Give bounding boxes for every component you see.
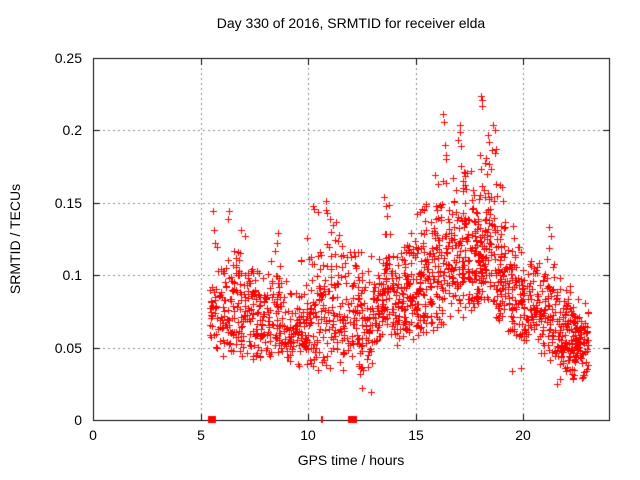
y-tick-label: 0 — [74, 412, 82, 428]
x-axis-label: GPS time / hours — [297, 452, 405, 468]
y-tick-label: 0.25 — [54, 50, 82, 66]
x-tick-label: 10 — [300, 427, 316, 443]
chart-title: Day 330 of 2016, SRMTID for receiver eld… — [216, 15, 486, 31]
x-tick-label: 15 — [408, 427, 424, 443]
y-tick-label: 0.15 — [54, 195, 82, 211]
y-tick-label: 0.1 — [62, 267, 82, 283]
y-axis-label: SRMTID / TECUs — [7, 183, 23, 295]
y-tick-label: 0.05 — [54, 340, 82, 356]
x-tick-label: 20 — [515, 427, 531, 443]
x-tick-label: 5 — [197, 427, 205, 443]
x-tick-label: 0 — [89, 427, 97, 443]
y-tick-label: 0.2 — [62, 122, 82, 138]
